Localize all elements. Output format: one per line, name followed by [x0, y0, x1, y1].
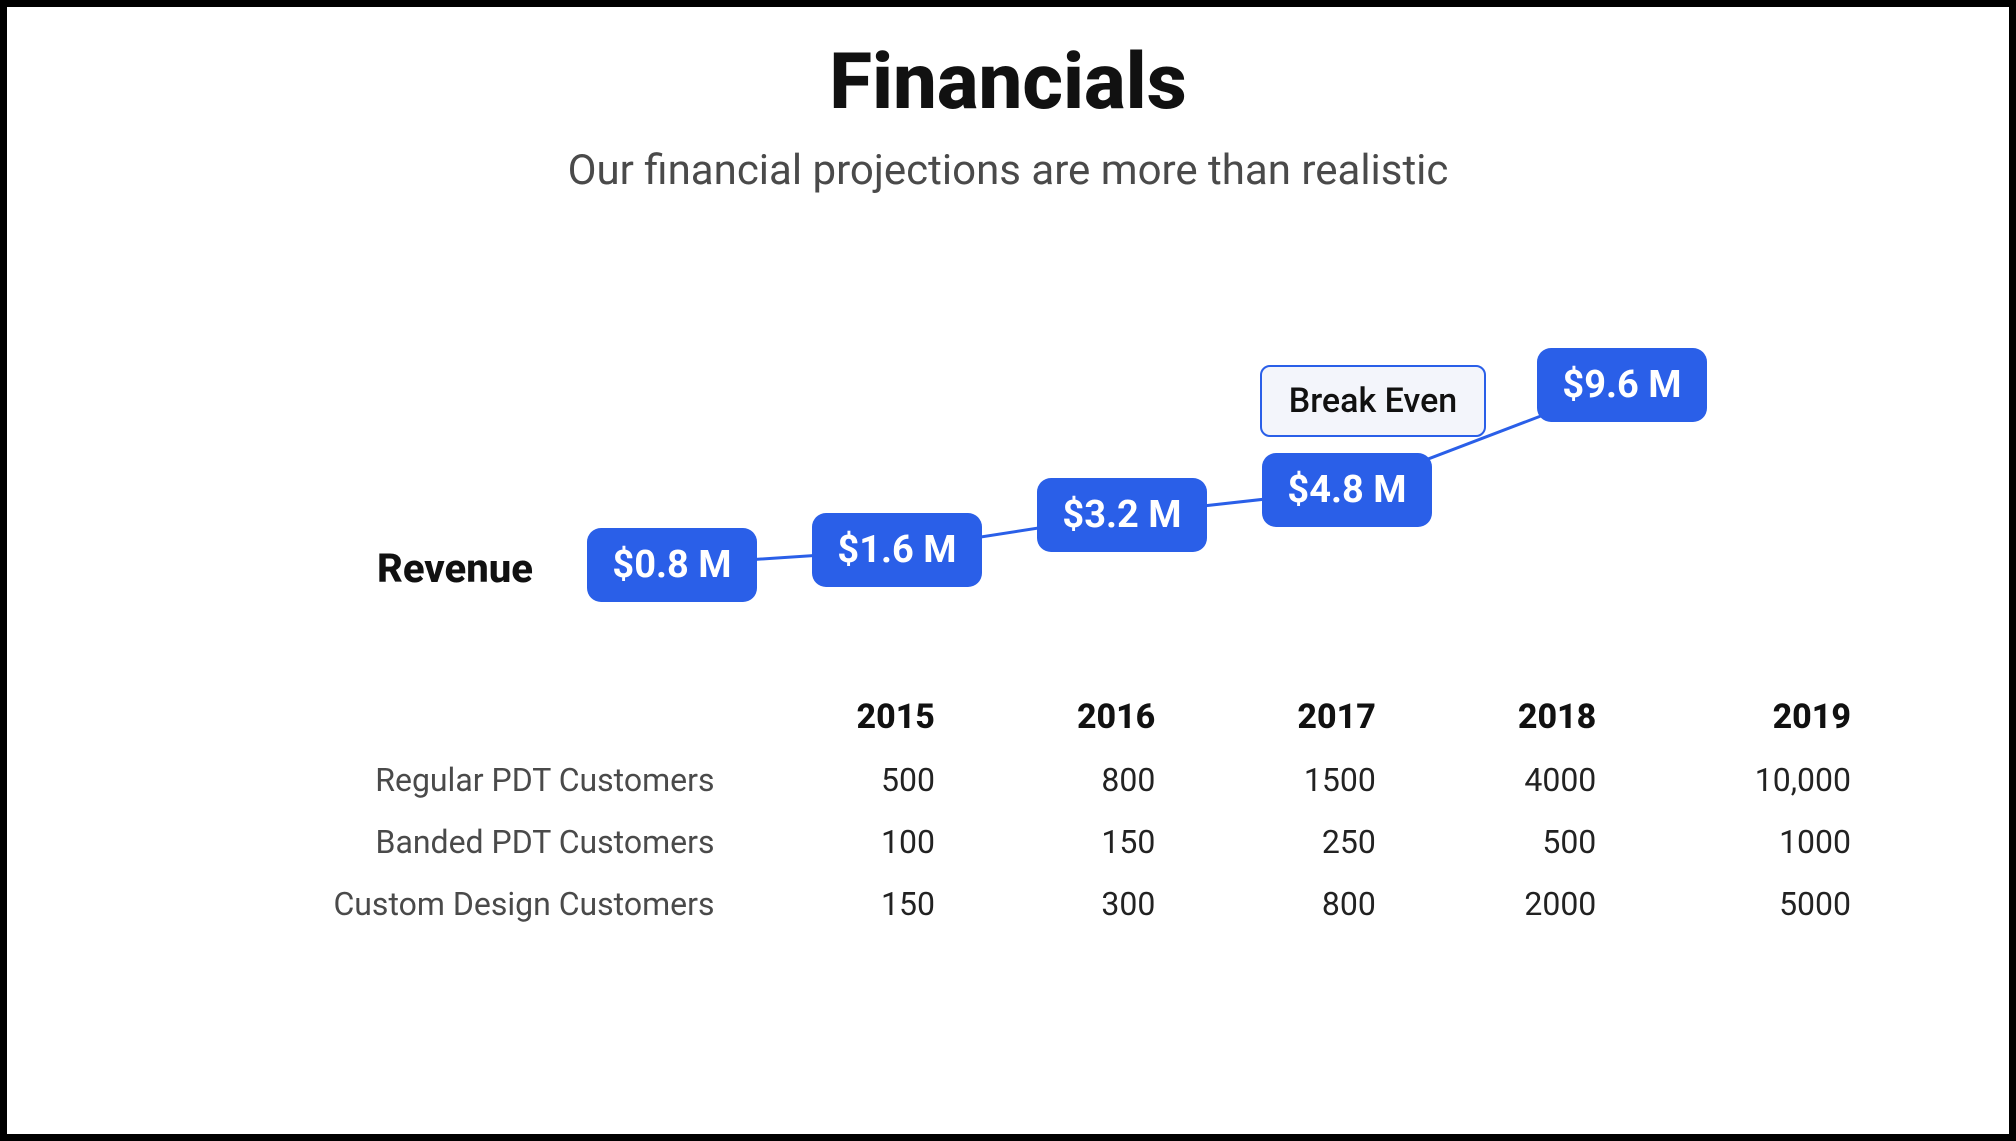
revenue-label: Revenue — [377, 545, 533, 592]
table-header-cell: 2019 — [1614, 685, 1869, 749]
table-header-cell: 2017 — [1173, 685, 1393, 749]
slide-frame: Financials Our financial projections are… — [0, 0, 2016, 1141]
revenue-badge: $0.8 M — [587, 528, 757, 602]
table-cell: 10,000 — [1614, 749, 1869, 811]
table-cell: 100 — [732, 811, 952, 873]
page-title: Financials — [87, 37, 1929, 128]
table-body: Regular PDT Customers5008001500400010,00… — [147, 749, 1869, 935]
customer-table: 20152016201720182019 Regular PDT Custome… — [147, 685, 1869, 935]
table-row-label: Custom Design Customers — [147, 873, 732, 935]
table-cell: 300 — [953, 873, 1173, 935]
page-subtitle: Our financial projections are more than … — [87, 146, 1929, 195]
revenue-badge: $1.6 M — [812, 513, 982, 587]
table-row: Regular PDT Customers5008001500400010,00… — [147, 749, 1869, 811]
table-header-cell: 2015 — [732, 685, 952, 749]
table-cell: 250 — [1173, 811, 1393, 873]
table-row: Banded PDT Customers1001502505001000 — [147, 811, 1869, 873]
table-cell: 1000 — [1614, 811, 1869, 873]
slide-content: Financials Our financial projections are… — [7, 7, 2009, 1134]
revenue-badge: $4.8 M — [1262, 453, 1432, 527]
revenue-chart: Revenue Break Even $0.8 M $1.6 M $3.2 M $4.… — [87, 305, 1929, 665]
table-cell: 5000 — [1614, 873, 1869, 935]
table-header-cell: 2018 — [1394, 685, 1614, 749]
customer-table-area: 20152016201720182019 Regular PDT Custome… — [87, 685, 1929, 935]
table-cell: 500 — [1394, 811, 1614, 873]
table-row-label: Regular PDT Customers — [147, 749, 732, 811]
table-header-row: 20152016201720182019 — [147, 685, 1869, 749]
table-row-label: Banded PDT Customers — [147, 811, 732, 873]
revenue-badge: $3.2 M — [1037, 478, 1207, 552]
table-cell: 800 — [953, 749, 1173, 811]
revenue-badge: $9.6 M — [1537, 348, 1707, 422]
table-row: Custom Design Customers15030080020005000 — [147, 873, 1869, 935]
table-cell: 4000 — [1394, 749, 1614, 811]
table-cell: 1500 — [1173, 749, 1393, 811]
table-cell: 2000 — [1394, 873, 1614, 935]
table-cell: 800 — [1173, 873, 1393, 935]
table-cell: 150 — [732, 873, 952, 935]
table-header-blank — [147, 685, 732, 749]
table-cell: 500 — [732, 749, 952, 811]
table-cell: 150 — [953, 811, 1173, 873]
break-even-callout: Break Even — [1260, 365, 1486, 437]
table-header-cell: 2016 — [953, 685, 1173, 749]
